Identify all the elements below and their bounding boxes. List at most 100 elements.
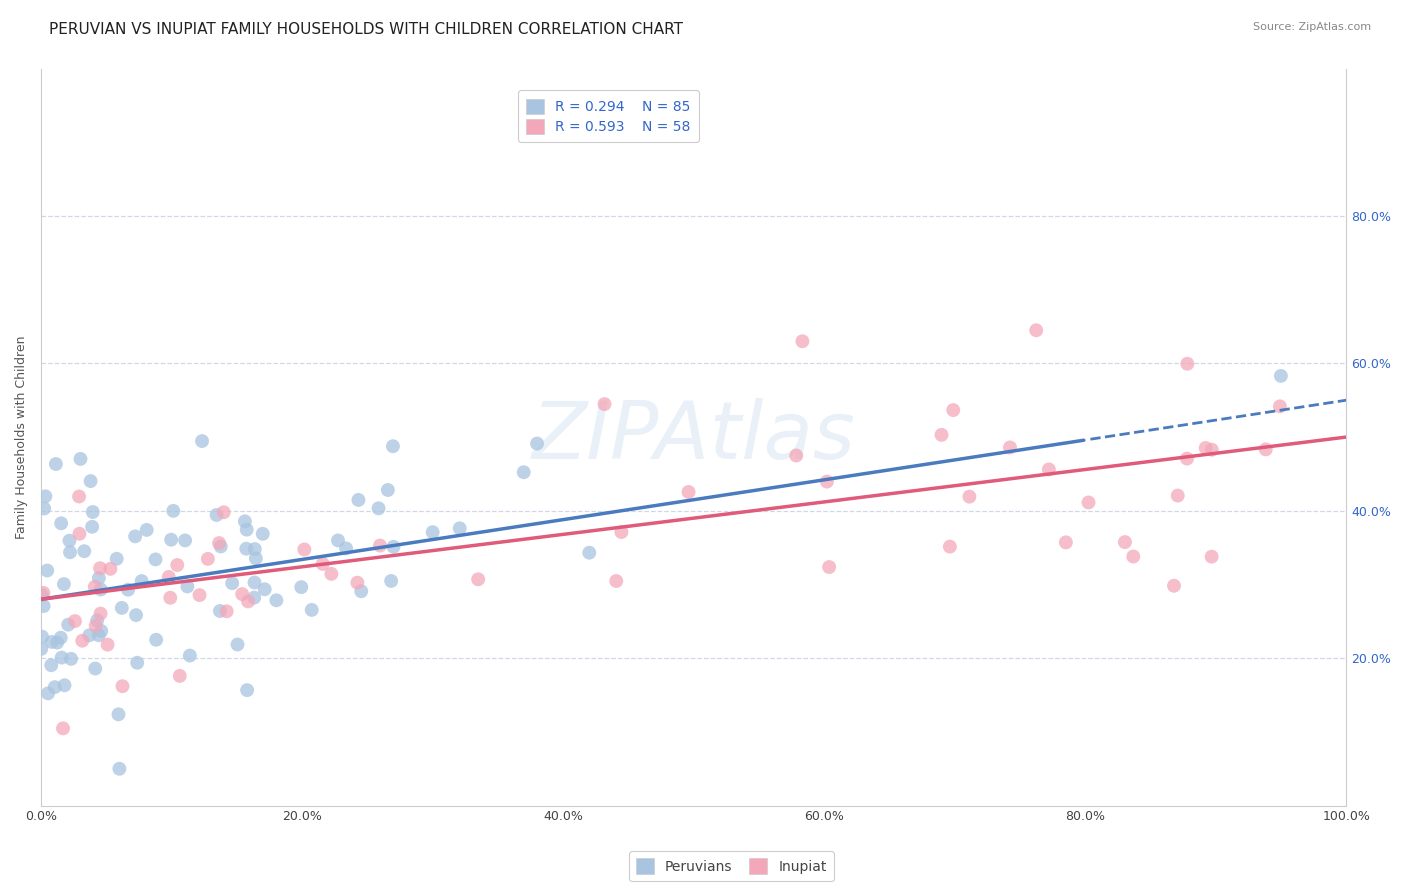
Point — [818, 560, 841, 574]
Point — [312, 557, 335, 571]
Point — [108, 762, 131, 776]
Point — [160, 533, 183, 547]
Point — [931, 428, 953, 442]
Point — [157, 570, 180, 584]
Point — [32, 599, 55, 613]
Point — [90, 582, 112, 597]
Point — [97, 638, 120, 652]
Point — [467, 572, 489, 586]
Point — [939, 540, 962, 554]
Point — [253, 582, 276, 597]
Point — [301, 603, 323, 617]
Y-axis label: Family Households with Children: Family Households with Children — [15, 335, 28, 539]
Point — [235, 523, 257, 537]
Point — [197, 552, 219, 566]
Point — [422, 525, 444, 540]
Point — [815, 475, 838, 489]
Point — [51, 650, 73, 665]
Point — [45, 457, 67, 471]
Point — [290, 580, 312, 594]
Point — [792, 334, 814, 349]
Point — [52, 722, 75, 736]
Point — [205, 508, 228, 522]
Point — [159, 591, 181, 605]
Point — [49, 631, 72, 645]
Point — [131, 574, 153, 588]
Point — [179, 648, 201, 663]
Point — [1254, 442, 1277, 457]
Point — [605, 574, 627, 588]
Point — [127, 656, 149, 670]
Point — [107, 707, 129, 722]
Point — [235, 541, 257, 556]
Point — [32, 501, 55, 516]
Point — [37, 686, 59, 700]
Legend: R = 0.294    N = 85, R = 0.593    N = 58: R = 0.294 N = 85, R = 0.593 N = 58 — [517, 90, 699, 142]
Point — [998, 441, 1021, 455]
Point — [1054, 535, 1077, 549]
Point — [512, 465, 534, 479]
Point — [39, 658, 62, 673]
Point — [145, 552, 167, 566]
Point — [162, 504, 184, 518]
Point — [209, 540, 232, 554]
Point — [166, 558, 188, 572]
Point — [1077, 495, 1099, 509]
Point — [117, 582, 139, 597]
Point — [380, 574, 402, 588]
Point — [135, 523, 157, 537]
Point — [1122, 549, 1144, 564]
Point — [1195, 441, 1218, 455]
Point — [60, 652, 83, 666]
Point — [367, 501, 389, 516]
Point — [52, 577, 75, 591]
Point — [377, 483, 399, 497]
Point — [100, 562, 122, 576]
Point — [34, 489, 56, 503]
Point — [124, 529, 146, 543]
Point — [321, 566, 343, 581]
Point — [67, 490, 90, 504]
Point — [526, 436, 548, 450]
Point — [610, 524, 633, 539]
Point — [449, 521, 471, 535]
Point — [82, 520, 104, 534]
Point — [292, 542, 315, 557]
Point — [243, 575, 266, 590]
Point — [221, 576, 243, 591]
Point — [236, 683, 259, 698]
Point — [1167, 489, 1189, 503]
Point — [252, 526, 274, 541]
Point — [1175, 451, 1198, 466]
Point — [335, 541, 357, 556]
Point — [90, 624, 112, 638]
Point — [578, 546, 600, 560]
Point — [84, 661, 107, 675]
Point — [350, 584, 373, 599]
Point — [79, 628, 101, 642]
Point — [125, 608, 148, 623]
Point — [678, 485, 700, 500]
Point — [1025, 323, 1047, 337]
Point — [215, 604, 238, 618]
Text: PERUVIAN VS INUPIAT FAMILY HOUSEHOLDS WITH CHILDREN CORRELATION CHART: PERUVIAN VS INUPIAT FAMILY HOUSEHOLDS WI… — [49, 22, 683, 37]
Point — [236, 594, 259, 608]
Point — [89, 561, 111, 575]
Point — [326, 533, 349, 548]
Point — [105, 551, 128, 566]
Point — [79, 474, 101, 488]
Point — [69, 451, 91, 466]
Point — [90, 607, 112, 621]
Point — [31, 588, 53, 602]
Point — [86, 614, 108, 628]
Point — [59, 545, 82, 559]
Point — [593, 397, 616, 411]
Point — [191, 434, 214, 448]
Point — [145, 632, 167, 647]
Point — [233, 514, 256, 528]
Text: Source: ZipAtlas.com: Source: ZipAtlas.com — [1253, 22, 1371, 32]
Point — [73, 544, 96, 558]
Point — [212, 505, 235, 519]
Point — [1175, 357, 1198, 371]
Point — [1038, 462, 1060, 476]
